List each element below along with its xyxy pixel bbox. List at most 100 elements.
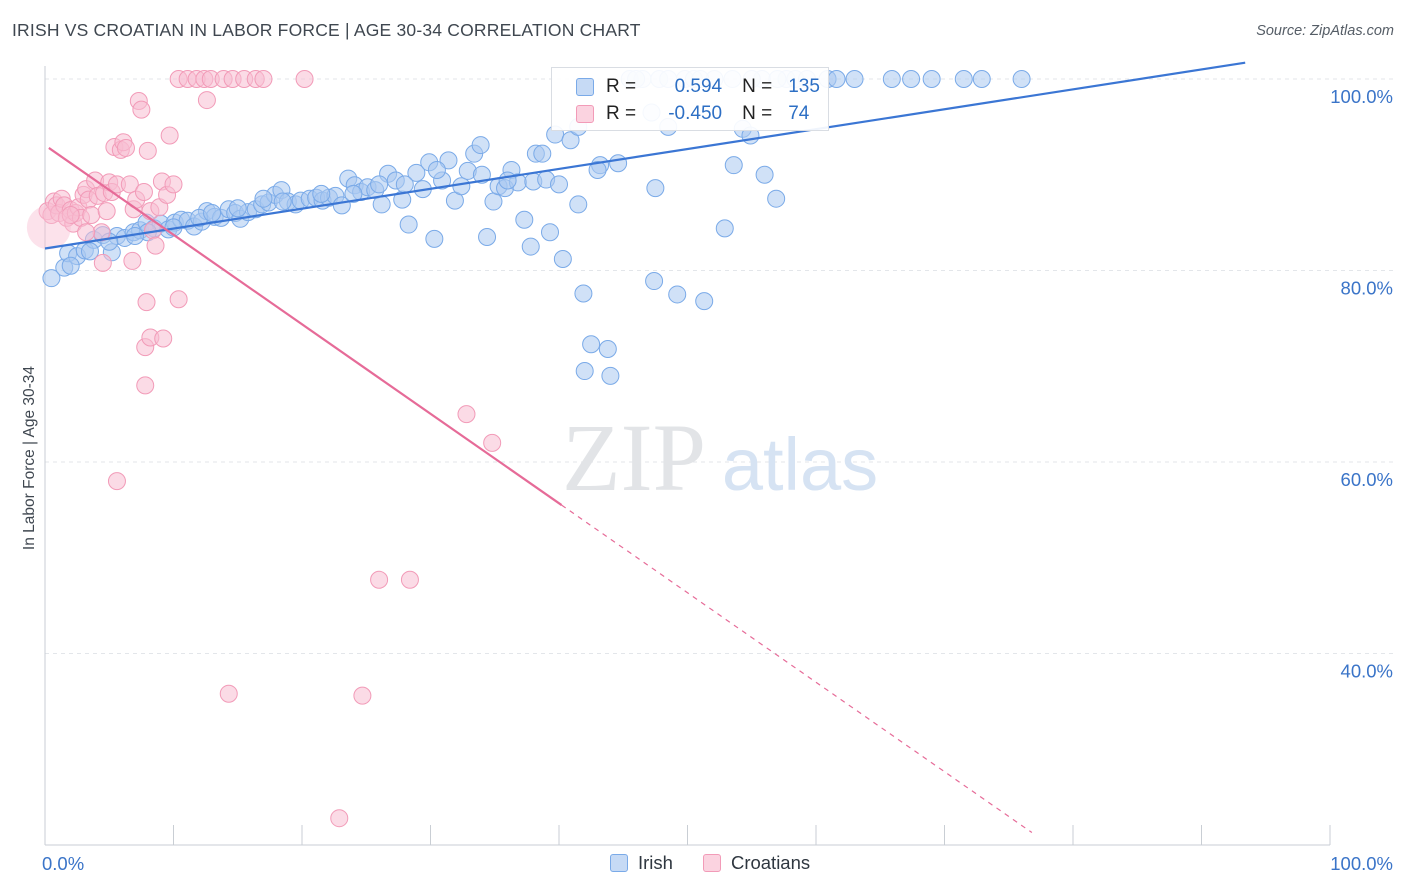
data-point	[922, 70, 941, 88]
legend-r-label: R =	[606, 76, 637, 97]
data-point	[574, 284, 593, 303]
legend-item-croatians[interactable]: Croatians	[702, 852, 811, 874]
legend-r-value: -0.450	[668, 103, 723, 124]
legend-row-croatians: R = -0.450 N = 74	[552, 102, 809, 126]
data-point	[123, 251, 142, 270]
data-point	[203, 204, 222, 223]
data-point	[160, 126, 179, 145]
legend-item-irish[interactable]: Irish	[610, 852, 673, 874]
data-point	[645, 272, 664, 291]
axes	[44, 66, 1331, 846]
series-croatians	[38, 70, 502, 828]
data-point	[582, 335, 601, 354]
x-tick-label: 0.0%	[42, 853, 84, 874]
data-point	[954, 70, 973, 88]
gridlines	[45, 78, 1395, 654]
data-point	[344, 184, 363, 203]
trend-extension-croatians	[561, 504, 1033, 834]
data-point	[42, 269, 61, 288]
data-point	[395, 175, 414, 194]
data-point	[132, 100, 151, 119]
data-point	[154, 329, 173, 348]
trend-line-croatians	[48, 147, 563, 506]
data-point	[228, 199, 247, 218]
data-point	[478, 227, 497, 246]
data-point	[533, 144, 552, 163]
data-point	[569, 195, 588, 214]
data-point	[598, 340, 617, 359]
data-point	[882, 70, 901, 88]
legend-label-croatians: Croatians	[730, 852, 811, 873]
data-point	[164, 175, 183, 194]
legend-n-label: N =	[742, 76, 773, 97]
data-point	[197, 91, 216, 110]
y-tick-label: 80.0%	[1341, 278, 1393, 299]
legend-n-value: 74	[788, 103, 810, 124]
data-point	[370, 570, 389, 589]
y-tick-label: 40.0%	[1341, 661, 1393, 682]
y-axis-title: In Labor Force | Age 30-34	[21, 365, 38, 551]
data-point	[136, 376, 155, 395]
data-point	[498, 171, 517, 190]
data-point	[827, 70, 846, 88]
data-point	[472, 165, 491, 184]
data-point	[82, 205, 101, 224]
legend-n-value: 135	[788, 76, 820, 97]
data-point	[715, 219, 734, 238]
data-point	[407, 163, 426, 182]
data-point	[312, 184, 331, 203]
legend-swatch-croatians	[702, 854, 721, 872]
data-point	[902, 70, 921, 88]
data-point	[134, 182, 153, 201]
data-point	[93, 253, 112, 272]
data-point	[646, 179, 665, 198]
source-credit: Source: ZipAtlas.com	[1256, 23, 1394, 39]
data-point	[755, 165, 774, 184]
data-point	[138, 141, 157, 160]
watermark-atlas: atlas	[722, 423, 878, 506]
data-point	[80, 242, 99, 261]
y-tick-label: 100.0%	[1330, 86, 1393, 107]
data-point	[541, 223, 560, 242]
data-point	[427, 160, 446, 179]
legend-swatch-irish	[576, 78, 594, 96]
legend-r-value: 0.594	[674, 76, 723, 97]
data-point	[457, 405, 476, 424]
chart-title: IRISH VS CROATIAN IN LABOR FORCE | AGE 3…	[12, 20, 641, 40]
data-point	[767, 189, 786, 208]
data-point	[695, 292, 714, 311]
data-point	[439, 151, 458, 170]
data-point	[575, 362, 594, 381]
data-point	[845, 70, 864, 88]
data-point	[609, 154, 628, 173]
data-point	[254, 189, 273, 208]
correlation-legend: R = 0.594 N = 135 R = -0.450 N = 74	[551, 67, 829, 131]
x-tick-label: 100.0%	[1330, 853, 1393, 874]
data-point	[77, 223, 96, 242]
data-point	[521, 237, 540, 256]
series-irish	[42, 70, 1031, 385]
data-point	[330, 809, 349, 828]
data-point	[146, 236, 165, 255]
data-point	[353, 686, 372, 705]
data-point	[120, 175, 139, 194]
data-point	[400, 570, 419, 589]
data-point	[295, 70, 314, 88]
legend-r-label: R =	[606, 103, 637, 124]
legend-row-irish: R = 0.594 N = 135	[552, 75, 820, 99]
data-point	[601, 366, 620, 385]
data-point	[372, 195, 391, 214]
data-point	[273, 192, 292, 211]
data-point	[61, 256, 80, 275]
tick-labels: 40.0% 60.0% 80.0% 100.0% 0.0% 100.0%	[42, 86, 1393, 874]
y-tick-label: 60.0%	[1341, 469, 1393, 490]
data-point	[107, 472, 126, 491]
data-point	[484, 192, 503, 211]
data-point	[588, 160, 607, 179]
data-point	[370, 175, 389, 194]
trend-lines	[44, 61, 1246, 834]
data-point	[724, 156, 743, 175]
trend-line-irish	[44, 61, 1246, 250]
data-point	[26, 205, 71, 250]
